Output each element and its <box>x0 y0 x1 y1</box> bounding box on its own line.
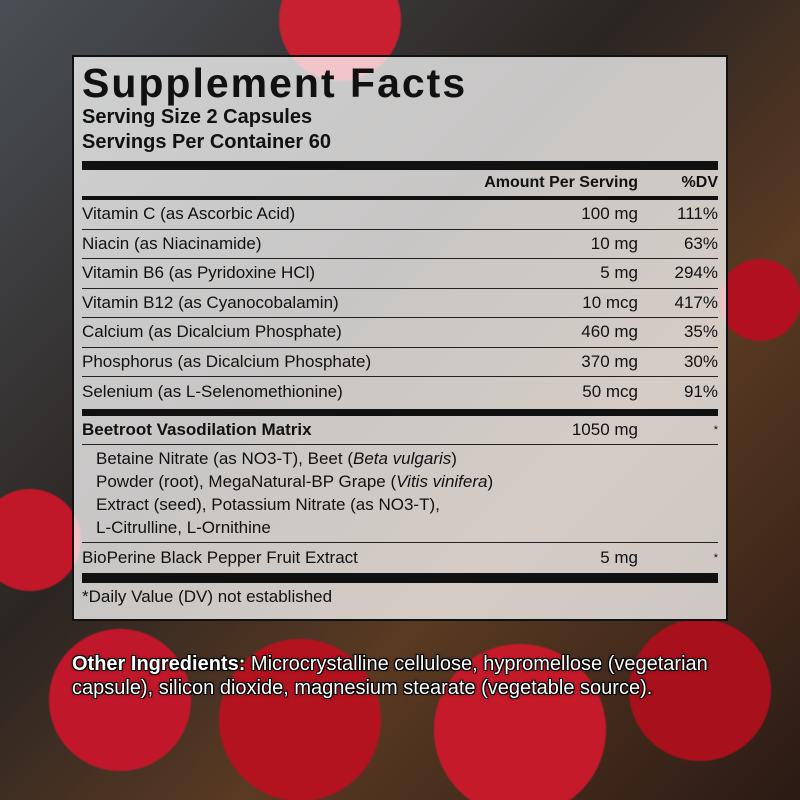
nutrient-dv: 111% <box>677 204 718 224</box>
text: ) <box>487 472 494 491</box>
nutrient-amount: 10 mcg <box>582 292 638 312</box>
other-text: Microcrystalline cellulose, hypromellose… <box>72 653 708 699</box>
matrix-dv: * <box>713 423 718 436</box>
bioperine-name: BioPerine Black Pepper Fruit Extract <box>82 547 358 567</box>
text: L-Citrulline, L-Ornithine <box>96 518 271 537</box>
bioperine-dv: * <box>713 551 718 564</box>
nutrient-name: Phosphorus (as Dicalcium Phosphate) <box>82 351 372 371</box>
nutrient-row: Selenium (as L-Selenomethionine) 50 mcg 91… <box>82 377 718 407</box>
other-label: Other Ingredients: <box>72 653 246 675</box>
bioperine-row: BioPerine Black Pepper Fruit Extract 5 mg… <box>82 543 718 573</box>
nutrient-name: Selenium (as L-Selenomethionine) <box>82 381 343 401</box>
nutrient-name: Vitamin C (as Ascorbic Acid) <box>82 204 296 224</box>
nutrient-dv: 417% <box>674 292 718 312</box>
footnote: *Daily Value (DV) not established <box>82 586 333 606</box>
nutrient-name: Niacin (as Niacinamide) <box>82 233 262 253</box>
text: Beta vulgaris <box>352 449 452 468</box>
nutrient-name: Vitamin B6 (as Pyridoxine HCl) <box>82 263 316 283</box>
matrix-ingredients: Betaine Nitrate (as NO3-T), Beet (Beta v… <box>82 445 718 543</box>
title: Supplement Facts <box>82 60 468 106</box>
nutrient-row: Calcium (as Dicalcium Phosphate) 460 mg 35… <box>82 318 718 348</box>
nutrient-dv: 91% <box>683 381 718 401</box>
bioperine-amount: 5 mg <box>600 547 638 567</box>
other-ingredients: Other Ingredients: Microcrystalline cell… <box>72 652 752 700</box>
text: Powder (root), MegaNatural-BP Grape ( <box>96 472 397 491</box>
servings-per-container: Servings Per Container 60 <box>82 131 331 153</box>
divider <box>82 572 718 583</box>
nutrient-dv: 63% <box>683 233 718 253</box>
nutrient-name: Vitamin B12 (as Cyanocobalamin) <box>82 292 339 312</box>
nutrient-name: Calcium (as Dicalcium Phosphate) <box>82 322 342 342</box>
text: ) <box>451 449 457 468</box>
nutrient-dv: 35% <box>683 322 718 342</box>
nutrient-amount: 10 mg <box>590 233 638 253</box>
divider <box>82 161 718 170</box>
text: Betaine Nitrate (as NO3-T), Beet ( <box>96 449 353 468</box>
dv-header: %DV <box>681 174 718 191</box>
divider <box>82 408 718 416</box>
nutrient-row: Vitamin C (as Ascorbic Acid) 100 mg 111% <box>82 200 718 230</box>
header-row: Amount Per Serving %DV <box>82 170 718 196</box>
matrix-amount: 1050 mg <box>571 419 638 439</box>
supplement-facts-panel: Supplement Facts Serving Size 2 Capsules… <box>72 55 728 621</box>
nutrient-row: Vitamin B6 (as Pyridoxine HCl) 5 mg 294% <box>82 259 718 289</box>
nutrient-row: Phosphorus (as Dicalcium Phosphate) 370 m… <box>82 348 718 377</box>
matrix-row: Beetroot Vasodilation Matrix 1050 mg * <box>82 416 718 445</box>
nutrient-amount: 100 mg <box>581 204 638 224</box>
divider <box>82 196 718 200</box>
matrix-name: Beetroot Vasodilation Matrix <box>82 419 312 439</box>
text: Vitis vinifera <box>396 472 488 491</box>
text: Extract (seed), Potassium Nitrate (as NO… <box>96 495 440 514</box>
serving-size: Serving Size 2 Capsules <box>82 106 313 128</box>
nutrient-amount: 370 mg <box>581 351 638 371</box>
nutrient-row: Niacin (as Niacinamide) 10 mg 63% <box>82 230 718 259</box>
nutrient-amount: 460 mg <box>581 322 638 342</box>
nutrient-dv: 294% <box>674 263 718 283</box>
nutrient-amount: 5 mg <box>600 263 638 283</box>
amount-header: Amount Per Serving <box>484 174 638 191</box>
nutrient-dv: 30% <box>683 351 718 371</box>
nutrient-amount: 50 mcg <box>582 381 638 401</box>
nutrient-row: Vitamin B12 (as Cyanocobalamin) 10 mcg 417… <box>82 289 718 318</box>
